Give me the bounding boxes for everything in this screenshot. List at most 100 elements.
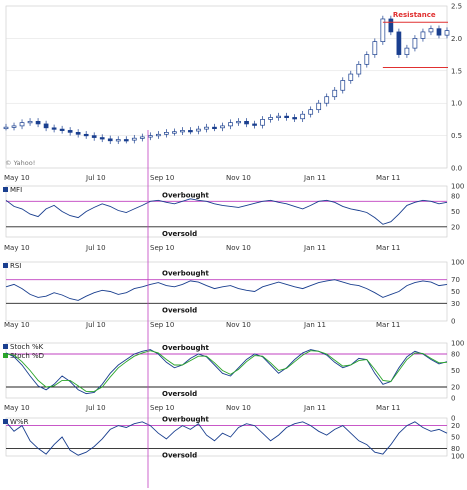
oversold-label: Oversold	[162, 451, 197, 459]
month-label: May 10	[4, 404, 30, 412]
legend-swatch	[3, 187, 8, 192]
price-candle	[196, 128, 201, 132]
indicator-y-tick: 80	[451, 351, 460, 359]
overbought-label: Overbought	[162, 191, 210, 199]
month-label: Nov 10	[226, 244, 251, 252]
legend-label: Stoch %D	[10, 352, 44, 360]
price-candle	[91, 135, 97, 138]
price-candle	[155, 133, 161, 137]
month-label: Jan 11	[303, 404, 326, 412]
price-candle	[131, 137, 137, 141]
price-candle	[356, 63, 362, 75]
month-label: Sep 10	[150, 244, 174, 252]
price-candle	[428, 28, 434, 33]
price-candle	[444, 30, 450, 36]
indicator-y-tick: 0	[451, 415, 455, 423]
price-candle	[260, 119, 265, 126]
indicator-y-tick: 50	[451, 434, 460, 442]
overbought-label: Overbought	[162, 270, 210, 278]
price-candle	[332, 89, 338, 98]
price-candle	[43, 123, 49, 129]
month-label: Nov 10	[226, 404, 251, 412]
price-candle	[292, 117, 298, 120]
indicator-y-tick: 100	[451, 453, 464, 461]
legend-swatch	[3, 263, 8, 268]
indicator-plot-area	[5, 261, 448, 322]
price-candle	[147, 135, 153, 138]
month-label: Jan 11	[303, 321, 326, 329]
price-candle	[308, 109, 314, 115]
price-candle	[188, 130, 193, 133]
price-candle	[139, 136, 145, 139]
price-candle	[35, 120, 41, 125]
price-candle	[316, 102, 322, 111]
legend-swatch	[3, 344, 8, 349]
price-candle	[300, 113, 306, 120]
indicator-y-tick: 20	[451, 422, 460, 430]
price-candle	[3, 126, 9, 130]
price-candle	[276, 115, 281, 119]
price-candle	[172, 131, 177, 134]
indicator-y-tick: 30	[451, 300, 460, 308]
legend-swatch	[3, 419, 8, 424]
indicator-plot-area	[5, 185, 448, 238]
indicator-y-tick: 0	[451, 395, 455, 403]
legend-swatch	[3, 353, 8, 358]
price-y-tick: 2.5	[451, 3, 462, 11]
price-candle	[51, 127, 57, 130]
indicator-series-line	[5, 198, 448, 225]
price-plot-area	[5, 5, 448, 169]
month-label: Jul 10	[85, 174, 106, 182]
overbought-label: Overbought	[162, 344, 210, 352]
legend-label: W%R	[10, 418, 29, 426]
price-candle	[180, 130, 185, 133]
price-candle	[364, 54, 370, 65]
price-y-tick: 1.0	[451, 100, 462, 108]
price-candle	[67, 130, 73, 133]
price-candle	[436, 28, 442, 36]
price-candle	[123, 139, 129, 142]
indicator-y-tick: 100	[451, 183, 464, 191]
month-label: Jul 10	[85, 244, 106, 252]
indicator-y-tick: 80	[451, 193, 460, 201]
month-label: Mar 11	[376, 244, 400, 252]
oversold-label: Oversold	[162, 230, 197, 238]
resistance-label: Resistance	[393, 11, 436, 19]
price-candle	[340, 80, 346, 91]
price-candle	[107, 138, 113, 142]
month-label: May 10	[4, 321, 30, 329]
indicator-series-line	[5, 279, 448, 301]
month-label: Jan 11	[303, 174, 326, 182]
price-candle	[19, 122, 25, 127]
price-candle	[228, 122, 233, 127]
month-label: Sep 10	[150, 321, 174, 329]
price-y-tick: 0.0	[451, 165, 462, 173]
price-y-tick: 2.0	[451, 35, 462, 43]
indicator-y-tick: 20	[451, 384, 460, 392]
overbought-label: Overbought	[162, 416, 210, 424]
price-candle	[204, 126, 209, 130]
month-label: Jul 10	[85, 321, 106, 329]
month-label: Sep 10	[150, 174, 174, 182]
indicator-y-tick: 50	[451, 288, 460, 296]
indicator-y-tick: 50	[451, 367, 460, 375]
indicator-y-tick: 70	[451, 276, 460, 284]
price-candle	[212, 126, 217, 130]
legend-label: MFI	[10, 186, 22, 194]
month-label: Jul 10	[85, 404, 106, 412]
month-label: Nov 10	[226, 321, 251, 329]
price-candle	[388, 18, 394, 33]
month-label: May 10	[4, 244, 30, 252]
price-candle	[412, 38, 418, 49]
price-candle	[11, 125, 17, 128]
price-candle	[420, 31, 426, 39]
month-label: Mar 11	[376, 174, 400, 182]
price-candle	[220, 125, 225, 129]
indicator-series-line	[5, 350, 448, 392]
price-candle	[404, 47, 410, 55]
month-label: Sep 10	[150, 404, 174, 412]
indicator-y-tick: 0	[451, 318, 455, 326]
legend-label: Stoch %K	[10, 343, 44, 351]
price-candle	[372, 41, 378, 55]
price-candle	[99, 137, 105, 140]
